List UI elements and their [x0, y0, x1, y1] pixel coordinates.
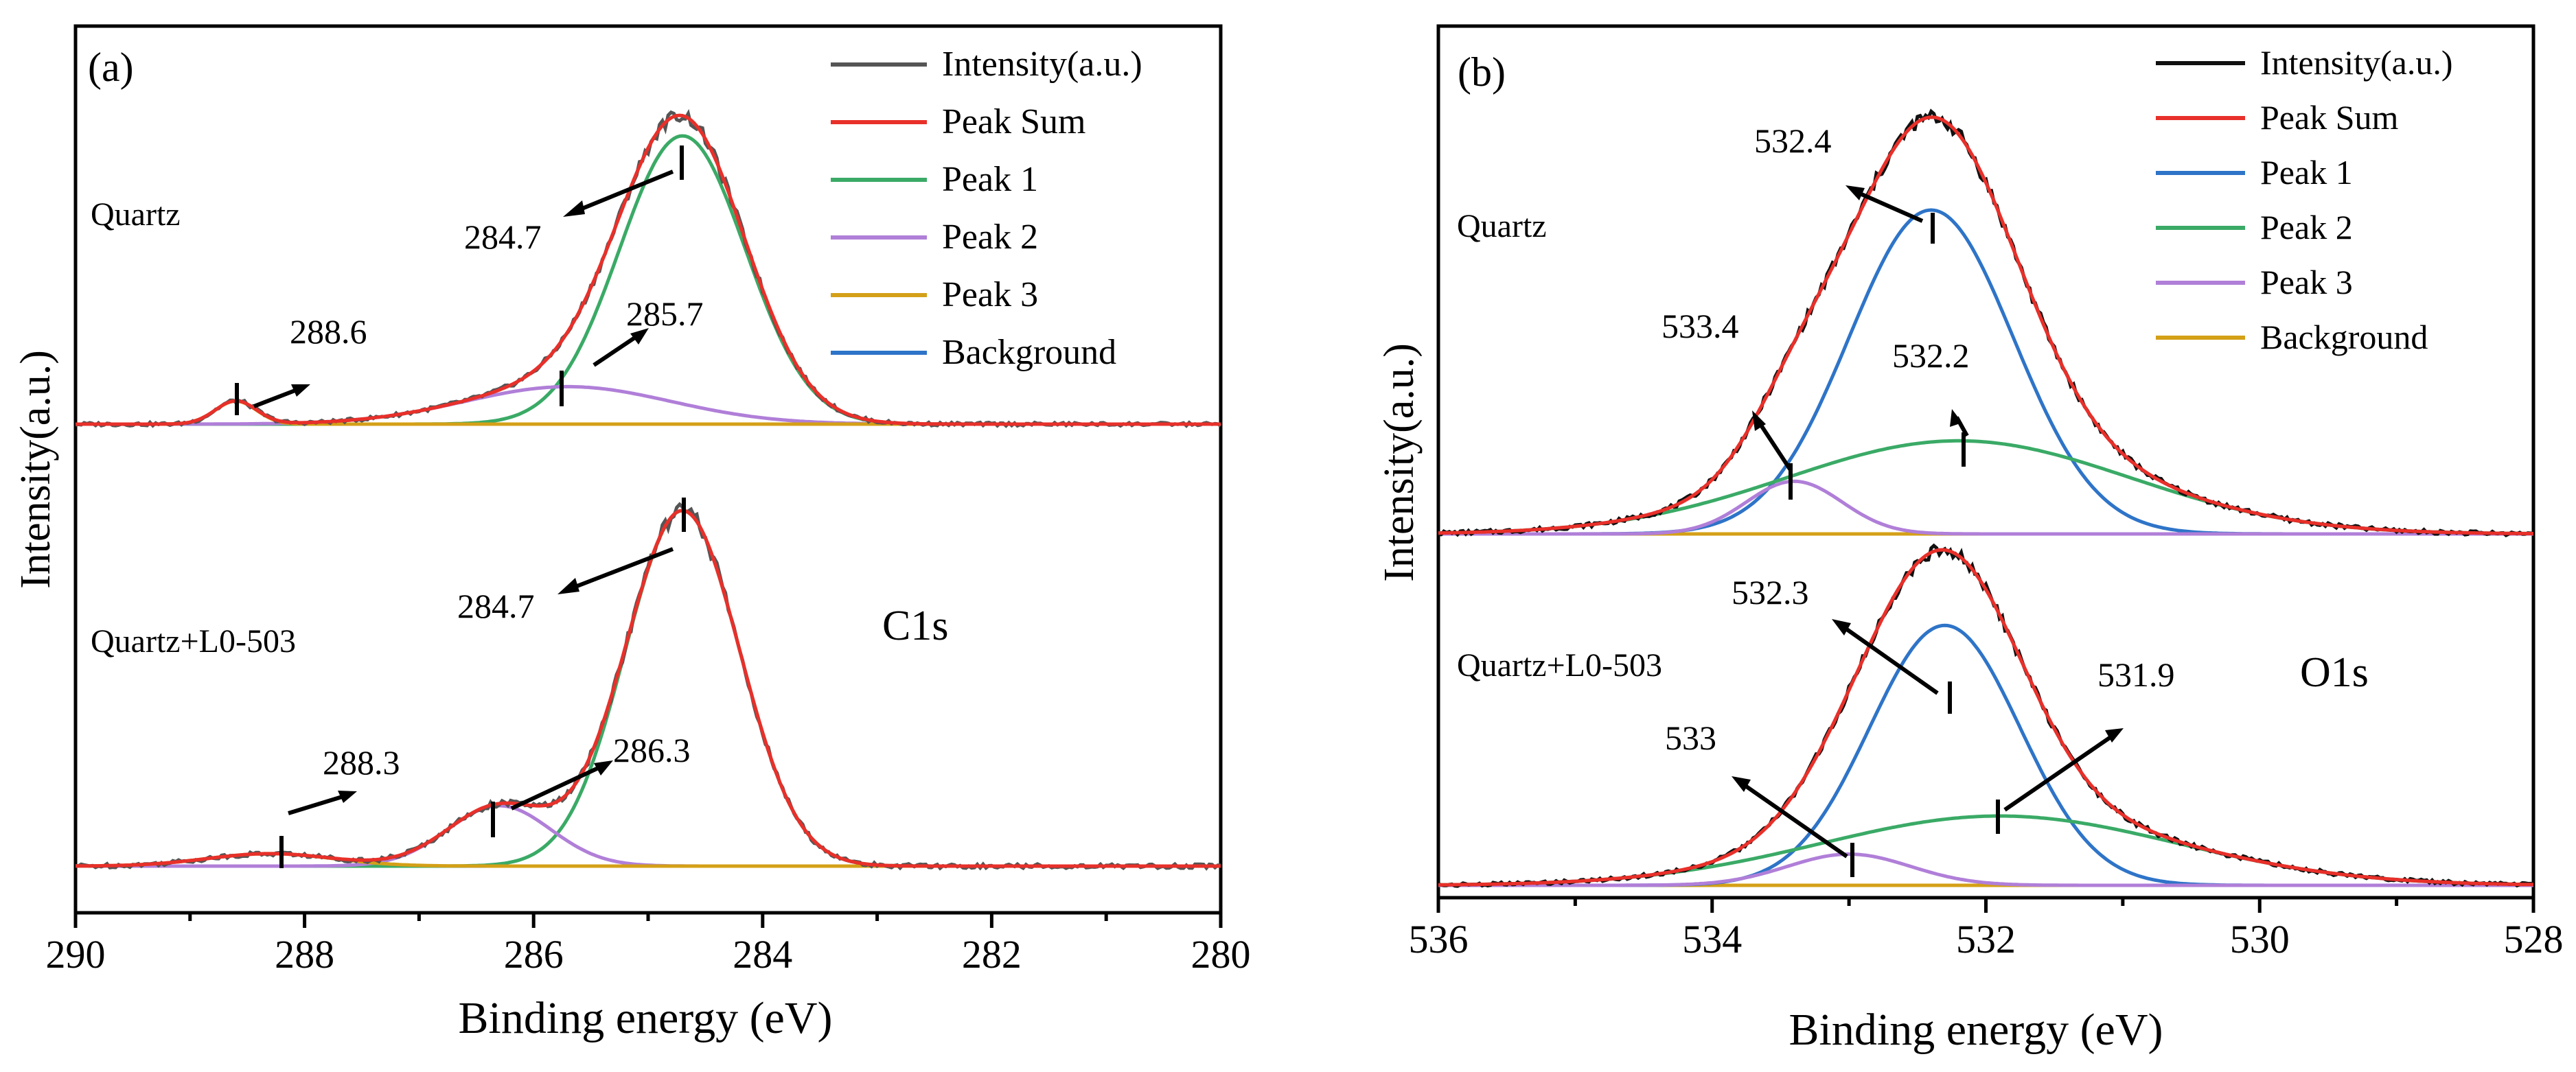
legend-label: Peak 1 [2260, 153, 2353, 191]
ann-line [1852, 189, 1924, 223]
panel-a-frame [73, 24, 1223, 915]
arrowhead [594, 760, 613, 776]
x-tick-label: 532 [1956, 917, 2016, 962]
arrowhead [630, 328, 649, 345]
ann-line [510, 763, 606, 811]
ann-label: 288.6 [290, 312, 367, 351]
arrowhead [338, 791, 357, 803]
x-tick-label: 536 [1409, 917, 1469, 962]
x-tick-label: 528 [2504, 917, 2564, 962]
panel-a-x-ticks: 290 288 286 284 282 280 [46, 913, 1251, 977]
ann-line [1839, 622, 1939, 695]
panel-a-label: (a) [88, 45, 134, 90]
series-peak-2 [1438, 814, 2534, 887]
x-tick-label: 284 [733, 932, 792, 977]
series-peak-sum [1438, 115, 2533, 535]
panel-b-curves [1438, 108, 2534, 888]
ann-label: 284.7 [464, 218, 542, 256]
ann-label: 532.3 [1732, 573, 1809, 611]
panel-a-arrowheads-top [291, 200, 649, 397]
legend-label: Intensity(a.u.) [942, 45, 1142, 84]
panel-b-annotations-top [1756, 189, 1969, 500]
ann-line [1739, 780, 1848, 859]
x-tick-label: 288 [275, 932, 334, 977]
arrowhead [2105, 728, 2124, 743]
legend-label: Intensity(a.u.) [2260, 43, 2452, 82]
series-peak-3 [1438, 479, 2533, 536]
legend-label: Background [2260, 318, 2428, 356]
x-tick-label: 530 [2230, 917, 2290, 962]
legend-label: Peak Sum [2260, 98, 2399, 137]
panel-b-legend: Intensity(a.u.) Peak Sum Peak 1 Peak 2 Peak … [2156, 43, 2452, 356]
panel-b-x-ticks: 536 534 532 530 528 [1409, 898, 2564, 962]
panel-b-sample-label-quartz-l0: Quartz+L0-503 [1457, 647, 1662, 684]
ann-line [288, 793, 349, 815]
x-tick-label: 282 [962, 932, 1022, 977]
arrowhead [1845, 185, 1865, 200]
panel-b-annotations-bottom [1739, 622, 2116, 877]
arrowhead [1950, 409, 1962, 427]
arrowhead [1752, 410, 1766, 431]
panel-a-element-label: C1s [882, 603, 948, 649]
panel-a-curves [75, 108, 1222, 871]
arrowhead [563, 200, 585, 217]
series-peak-1 [76, 134, 1221, 426]
x-tick-label: 290 [46, 932, 106, 977]
x-tick-label: 286 [504, 932, 564, 977]
series-peak-2 [1438, 439, 2533, 535]
arrowhead [1732, 776, 1751, 792]
arrowhead [1832, 619, 1851, 636]
panel-b-sample-label-quartz: Quartz [1457, 208, 1547, 244]
ann-label: 531.9 [2097, 655, 2175, 694]
panel-b-arrowheads-bottom [1732, 619, 2124, 792]
panel-a-annotations-top [235, 145, 684, 415]
x-tick-label: 534 [1682, 917, 1742, 962]
panel-a-sample-label-quartz-l0: Quartz+L0-503 [91, 623, 296, 660]
panel-a-sample-label-quartz: Quartz [91, 196, 181, 233]
series-peak-sum [1438, 548, 2534, 887]
series-intensity [75, 108, 1222, 428]
panel-b-frame [1436, 24, 2535, 900]
panel-a-arrowheads-bottom [338, 578, 613, 803]
series-peak-sum [76, 113, 1221, 426]
ann-line [2003, 732, 2116, 812]
panel-b-label: (b) [1458, 49, 1506, 95]
panel-a-legend: Intensity(a.u.) Peak Sum Peak 1 Peak 2 Peak … [831, 45, 1142, 372]
panel-b-y-axis-title: Intensity(a.u.) [1376, 343, 1423, 582]
series-peak-sum [76, 509, 1221, 868]
ann-label: 532.2 [1892, 336, 1970, 375]
series-intensity [1438, 543, 2534, 888]
series-peak-1 [1438, 208, 2533, 536]
series-peak-3 [1438, 852, 2533, 887]
ann-label: 284.7 [457, 587, 535, 625]
legend-label: Peak 3 [2260, 263, 2353, 301]
ann-line [571, 170, 674, 215]
panel-a-c1s: (a) 290 288 286 284 282 280 Quartz Quartz+L0-… [12, 24, 1251, 1043]
ann-line [565, 547, 674, 592]
panel-b-arrowheads-top [1752, 185, 1962, 431]
panel-a-x-axis-title: Binding energy (eV) [459, 993, 833, 1043]
arrowhead [557, 578, 579, 594]
ann-line [1756, 419, 1793, 471]
ann-label: 288.3 [323, 743, 400, 782]
x-tick-label: 280 [1191, 932, 1251, 977]
ann-label: 532.4 [1754, 121, 1832, 160]
legend-label: Background [942, 333, 1116, 372]
panel-a-annotations-bottom [279, 498, 686, 868]
ann-label: 285.7 [626, 294, 704, 333]
legend-label: Peak Sum [942, 102, 1085, 141]
arrowhead [291, 384, 310, 397]
panel-b-o1s: (b) 536 534 532 530 528 Quartz Quartz+L0-503… [1376, 24, 2564, 1055]
ann-label: 286.3 [613, 731, 691, 769]
legend-label: Peak 2 [942, 218, 1038, 257]
ann-label: 533 [1665, 719, 1716, 757]
legend-label: Peak 1 [942, 160, 1038, 199]
legend-label: Peak 2 [2260, 208, 2353, 246]
legend-label: Peak 3 [942, 275, 1038, 314]
panel-b-x-axis-title: Binding energy (eV) [1789, 1005, 2163, 1055]
ann-label: 533.4 [1661, 307, 1739, 345]
panel-a-y-axis-title: Intensity(a.u.) [12, 350, 59, 589]
panel-b-element-label: O1s [2300, 649, 2369, 696]
